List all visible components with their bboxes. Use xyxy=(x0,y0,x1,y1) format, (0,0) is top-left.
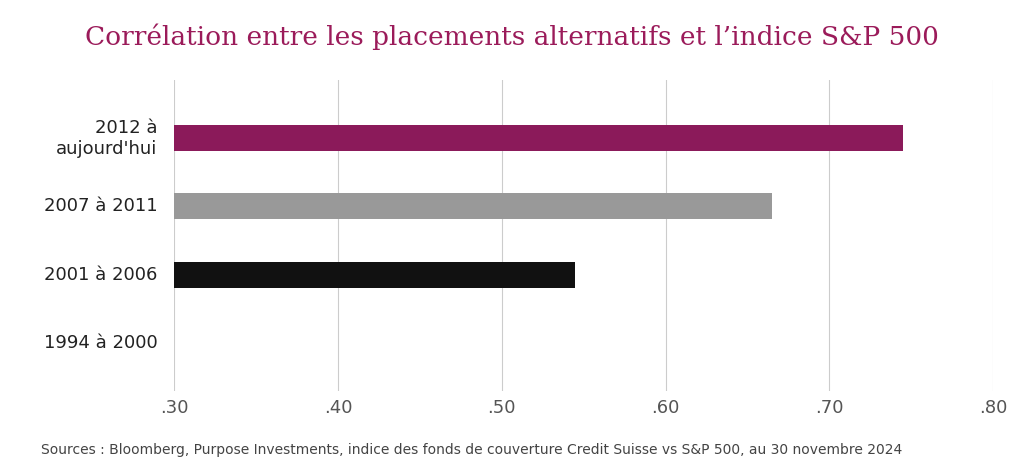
Bar xyxy=(174,194,772,219)
Bar xyxy=(174,262,575,288)
Text: Corrélation entre les placements alternatifs et l’indice S&P 500: Corrélation entre les placements alterna… xyxy=(85,24,939,50)
Text: Sources : Bloomberg, Purpose Investments, indice des fonds de couverture Credit : Sources : Bloomberg, Purpose Investments… xyxy=(41,443,902,457)
Bar xyxy=(174,125,903,151)
